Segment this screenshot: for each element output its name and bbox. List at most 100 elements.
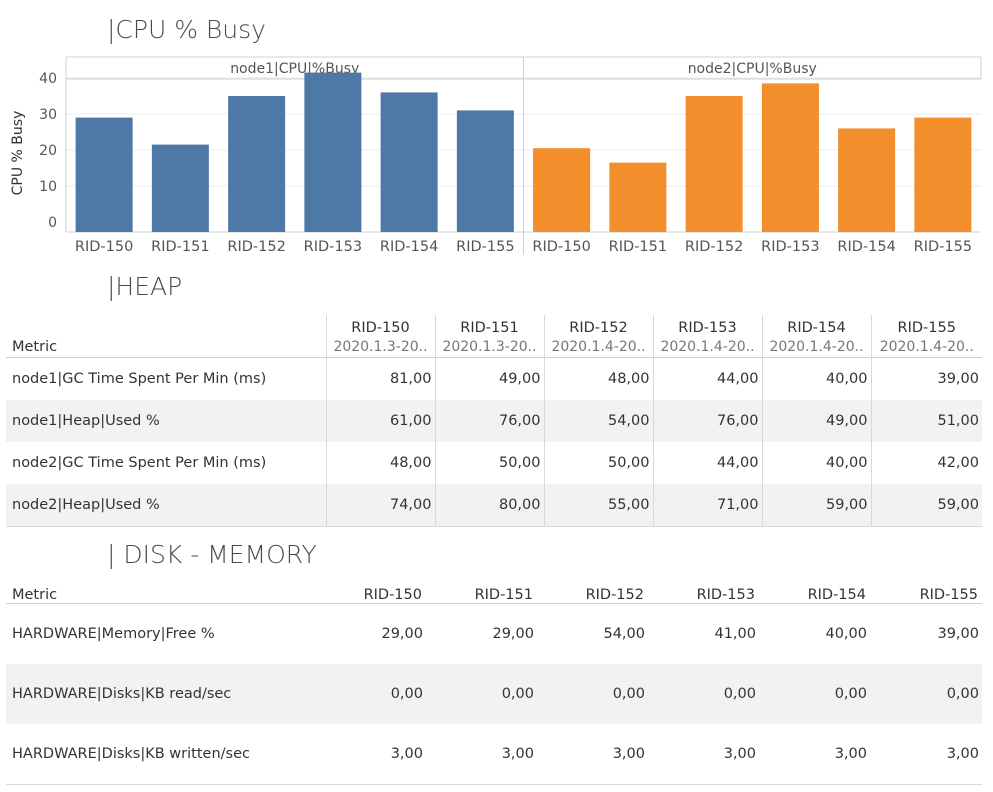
heap-col-header: RID-155 2020.1.4-20.. (870, 315, 982, 358)
heap-col-header: RID-151 2020.1.3-20.. (434, 315, 544, 358)
heap-cell: 48,00 (543, 357, 653, 400)
disk-cell: 54,00 (603, 626, 645, 642)
heap-row: node1|GC Time Spent Per Min (ms) 81,00 4… (6, 357, 982, 400)
heap-cell: 74,00 (325, 484, 435, 527)
heap-cell: 49,00 (761, 400, 871, 442)
disk-cell: 39,00 (937, 626, 979, 642)
heap-col-rid: RID-153 (678, 320, 737, 336)
disk-metric-label: HARDWARE|Disks|KB written/sec (12, 746, 250, 762)
heap-cell: 39,00 (870, 357, 982, 400)
disk-cell: 0,00 (648, 664, 759, 724)
disk-memory-table: Metric RID-150 RID-151 RID-152 RID-153 R… (6, 581, 982, 785)
heap-cell: 42,00 (870, 442, 982, 484)
heap-cell: 50,00 (434, 442, 544, 484)
bar (456, 110, 514, 232)
disk-row: HARDWARE|Disks|KB read/sec 0,00 0,00 0,0… (6, 664, 982, 724)
heap-cell: 71,00 (652, 484, 762, 527)
disk-metric-label: HARDWARE|Memory|Free % (12, 626, 215, 642)
x-tick-label: RID-152 (685, 239, 743, 255)
disk-cell: 0,00 (426, 664, 537, 724)
heap-header-row: Metric RID-150 2020.1.3-20.. RID-151 2020.… (6, 315, 982, 358)
heap-cell: 44,00 (652, 442, 762, 484)
heap-row: node2|Heap|Used % 74,00 80,00 55,00 71,0… (6, 484, 982, 527)
disk-col-header: RID-150 (363, 587, 422, 603)
heap-col-rid: RID-152 (569, 320, 628, 336)
disk-row: HARDWARE|Memory|Free % 29,00 29,00 54,00… (6, 604, 982, 665)
heap-col-header: RID-152 2020.1.4-20.. (543, 315, 653, 358)
heap-cell: 51,00 (870, 400, 982, 442)
disk-col-header: RID-152 (585, 587, 644, 603)
disk-cell: 3,00 (501, 746, 534, 762)
x-tick-label: RID-150 (75, 239, 133, 255)
disk-cell: 0,00 (537, 664, 648, 724)
panel-header-label: node2|CPU|%Busy (688, 61, 817, 77)
x-tick-label: RID-153 (304, 239, 362, 255)
heap-table: Metric RID-150 2020.1.3-20.. RID-151 2020.… (6, 315, 982, 527)
x-tick-label: RID-150 (532, 239, 590, 255)
heap-metric-label: node1|Heap|Used % (6, 400, 327, 442)
disk-col-header: RID-151 (474, 587, 533, 603)
x-tick-label: RID-155 (456, 239, 514, 255)
heap-metric-label: node1|GC Time Spent Per Min (ms) (6, 357, 327, 400)
heap-cell: 59,00 (870, 484, 982, 527)
y-tick-label: 0 (48, 215, 57, 231)
disk-metric-header: Metric (12, 587, 58, 603)
heap-cell: 48,00 (325, 442, 435, 484)
heap-col-date: 2020.1.3-20.. (442, 339, 537, 355)
disk-header-row: Metric RID-150 RID-151 RID-152 RID-153 R… (6, 581, 982, 604)
heap-cell: 55,00 (543, 484, 653, 527)
heap-col-rid: RID-150 (351, 320, 410, 336)
disk-cell: 3,00 (723, 746, 756, 762)
y-tick-label: 20 (39, 143, 57, 159)
disk-cell: 29,00 (381, 626, 423, 642)
disk-cell: 0,00 (759, 664, 870, 724)
heap-col-date: 2020.1.3-20.. (333, 339, 428, 355)
y-tick-label: 40 (39, 71, 57, 87)
disk-col-header: RID-155 (919, 587, 978, 603)
bar (380, 92, 438, 233)
x-tick-label: RID-151 (609, 239, 667, 255)
x-tick-label: RID-151 (151, 239, 209, 255)
heap-col-rid: RID-154 (787, 320, 846, 336)
heap-row: node2|GC Time Spent Per Min (ms) 48,00 5… (6, 442, 982, 484)
disk-cell: 40,00 (825, 626, 867, 642)
heap-cell: 81,00 (325, 357, 435, 400)
heap-cell: 44,00 (652, 357, 762, 400)
y-tick-label: 10 (39, 179, 57, 195)
disk-cell: 0,00 (870, 664, 982, 724)
heap-col-date: 2020.1.4-20.. (551, 339, 646, 355)
disk-row: HARDWARE|Disks|KB written/sec 3,00 3,00 … (6, 724, 982, 785)
heap-col-header: RID-150 2020.1.3-20.. (325, 315, 435, 358)
heap-col-date: 2020.1.4-20.. (660, 339, 755, 355)
heap-cell: 76,00 (652, 400, 762, 442)
disk-cell: 3,00 (834, 746, 867, 762)
bar (609, 162, 667, 232)
disk-metric-label: HARDWARE|Disks|KB read/sec (6, 664, 315, 724)
heap-metric-label: node2|Heap|Used % (6, 484, 327, 527)
heap-row: node1|Heap|Used % 61,00 76,00 54,00 76,0… (6, 400, 982, 442)
heap-cell: 50,00 (543, 442, 653, 484)
cpu-section-title: |CPU % Busy (107, 15, 266, 44)
disk-cell: 29,00 (492, 626, 534, 642)
disk-col-header: RID-154 (807, 587, 866, 603)
bar (304, 72, 362, 232)
x-tick-label: RID-154 (380, 239, 438, 255)
heap-col-header: RID-154 2020.1.4-20.. (761, 315, 871, 358)
disk-col-header: RID-153 (696, 587, 755, 603)
heap-metric-header: Metric (12, 339, 58, 355)
disk-cell: 0,00 (315, 664, 426, 724)
cpu-busy-bar-chart: CPU % Busy010203040node1|CPU|%BusyRID-15… (10, 56, 982, 255)
bar (151, 144, 209, 232)
heap-cell: 54,00 (543, 400, 653, 442)
bar (914, 117, 972, 232)
heap-metric-label: node2|GC Time Spent Per Min (ms) (6, 442, 327, 484)
x-tick-label: RID-155 (914, 239, 972, 255)
disk-cell: 3,00 (612, 746, 645, 762)
heap-col-date: 2020.1.4-20.. (769, 339, 864, 355)
y-axis-title: CPU % Busy (10, 111, 26, 196)
disk-cell: 3,00 (946, 746, 979, 762)
disk-cell: 41,00 (714, 626, 756, 642)
bar (228, 96, 286, 232)
x-tick-label: RID-153 (761, 239, 819, 255)
heap-cell: 40,00 (761, 357, 871, 400)
